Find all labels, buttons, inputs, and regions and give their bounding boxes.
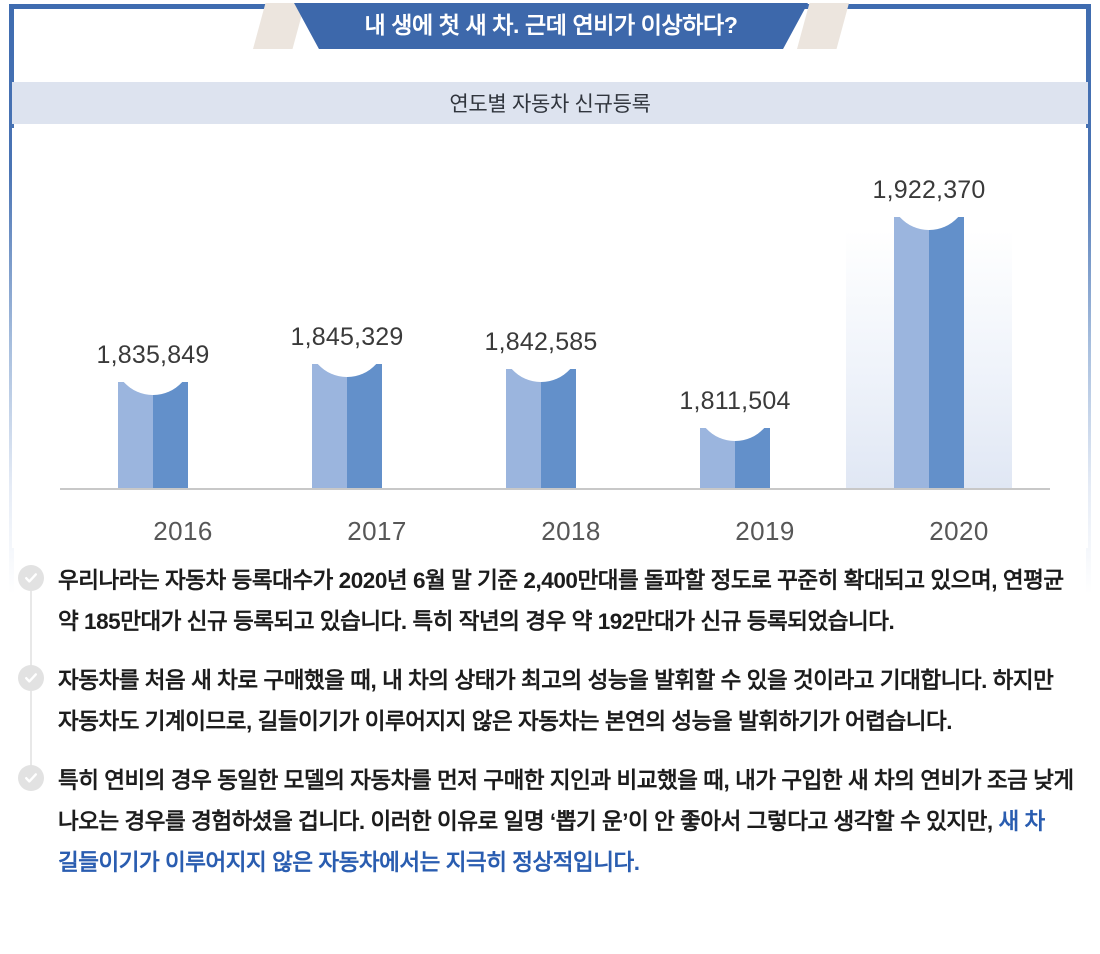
bar-3[interactable] [700,427,770,488]
bar-half-light [894,217,929,488]
bar-value-label-3: 1,811,504 [679,387,791,415]
banner-shape: 내 생에 첫 새 차. 근데 연비가 이상하다? [294,3,808,49]
check-icon [18,665,44,691]
bullet-segment: 자동차를 처음 새 차로 구매했을 때, 내 차의 상태가 최고의 성능을 발휘… [58,668,1054,734]
banner-accent-left-icon [253,3,305,49]
bar-0[interactable] [118,381,188,488]
bar-half-light [506,369,541,488]
x-axis-label-4: 2020 [929,516,989,546]
bar-half-dark [735,428,770,488]
body-text-list: 우리나라는 자동차 등록대수가 2020년 6월 말 기준 2,400만대를 돌… [0,560,1100,901]
bar-group-3: 1,811,504 [642,144,828,488]
bar-half-light [118,382,153,488]
bullet-connector-line [30,591,32,683]
bullet-item-0: 우리나라는 자동차 등록대수가 2020년 6월 말 기준 2,400만대를 돌… [0,560,1100,683]
bullet-text-0: 우리나라는 자동차 등록대수가 2020년 6월 말 기준 2,400만대를 돌… [58,560,1078,642]
bullet-segment: 특히 연비의 경우 동일한 모델의 자동차를 먼저 구매한 지인과 비교했을 때… [58,768,1074,834]
chart-title: 연도별 자동차 신규등록 [449,93,651,116]
slide-title: 내 생에 첫 새 차. 근데 연비가 이상하다? [364,11,738,38]
bar-group-2: 1,842,585 [448,144,634,488]
frame-border-left [9,4,14,594]
bar-half-light [312,364,347,488]
bar-half-light [700,428,735,488]
bar-half-dark [541,369,576,488]
bar-chart: 1,835,849 1,845,329 1,842,585 [12,128,1088,548]
bullet-segment-highlighted: 새 차 길들이기가 이루어지지 않은 자동차에서는 지극히 정상적입니다. [58,809,1045,875]
bar-half-dark [929,217,964,488]
frame-border-right [1086,4,1091,594]
x-axis-label-1: 2017 [347,516,407,546]
bar-2[interactable] [506,368,576,488]
bullet-segment: 우리나라는 자동차 등록대수가 2020년 6월 말 기준 2,400만대를 돌… [58,568,1064,634]
bar-1[interactable] [312,363,382,488]
bar-half-dark [347,364,382,488]
x-axis-label-2: 2018 [541,516,601,546]
bar-group-4: 1,922,370 [836,144,1022,488]
bullet-text-1: 자동차를 처음 새 차로 구매했을 때, 내 차의 상태가 최고의 성능을 발휘… [58,660,1078,742]
bar-half-dark [153,382,188,488]
check-icon [18,565,44,591]
bar-value-label-0: 1,835,849 [96,341,210,369]
x-axis-label-3: 2019 [735,516,795,546]
chart-plot-area: 1,835,849 1,845,329 1,842,585 [42,144,1062,546]
x-axis-line [60,488,1050,490]
bullet-item-2: 특히 연비의 경우 동일한 모델의 자동차를 먼저 구매한 지인과 비교했을 때… [0,760,1100,883]
bullet-item-1: 자동차를 처음 새 차로 구매했을 때, 내 차의 상태가 최고의 성능을 발휘… [0,660,1100,783]
bar-value-label-2: 1,842,585 [484,328,598,356]
check-icon [18,765,44,791]
bar-value-label-4: 1,922,370 [872,176,986,204]
title-banner: 내 생에 첫 새 차. 근데 연비가 이상하다? [0,0,1100,52]
bar-value-label-1: 1,845,329 [290,323,404,351]
bar-4[interactable] [894,216,964,488]
x-axis-label-0: 2016 [153,516,213,546]
banner-accent-right-icon [797,3,849,49]
chart-header: 연도별 자동차 신규등록 [12,82,1088,124]
bar-group-0: 1,835,849 [60,144,246,488]
bullet-connector-line [30,691,32,783]
bullet-text-2: 특히 연비의 경우 동일한 모델의 자동차를 먼저 구매한 지인과 비교했을 때… [58,760,1078,883]
bar-group-1: 1,845,329 [254,144,440,488]
